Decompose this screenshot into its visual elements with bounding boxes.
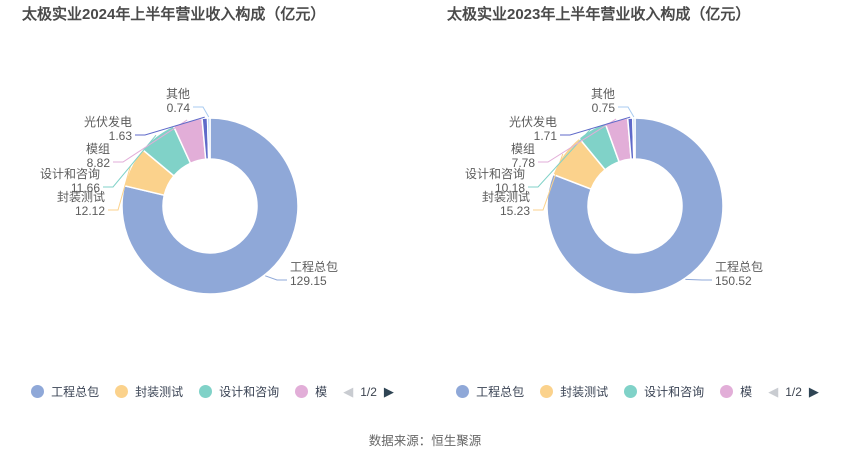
callout-epc: 工程总包 129.15	[290, 260, 339, 288]
callout-label: 模组	[85, 142, 110, 156]
legend-page-indicator: 1/2	[785, 384, 802, 399]
callout-label: 封装测试	[56, 190, 105, 204]
legend-pager: ◀ 1/2 ▶	[768, 385, 819, 399]
callout-value: 10.18	[494, 180, 525, 195]
legend-page-indicator: 1/2	[360, 384, 377, 399]
legend-item-epc[interactable]: 工程总包	[456, 383, 524, 400]
callout-value: 11.66	[70, 180, 100, 195]
legend-swatch-epc	[456, 385, 470, 398]
legend-item-packaging-testing[interactable]: 封装测试	[115, 383, 183, 400]
legend-item-design-consulting[interactable]: 设计和咨询	[199, 383, 279, 400]
legend-item-module[interactable]: 模	[720, 383, 752, 400]
chart-panel-2024-h1: 太极实业2024年上半年营业收入构成（亿元） 其他 0.74 光伏发电 1.63…	[0, 0, 425, 420]
legend-swatch-design-consulting	[199, 385, 213, 398]
callout-packaging-testing: 封装测试 15.23	[481, 190, 530, 218]
callout-value: 15.23	[499, 203, 530, 218]
label-line-4	[560, 116, 631, 136]
callout-value: 8.82	[86, 155, 110, 170]
callout-value: 7.78	[511, 155, 535, 170]
legend-item-module[interactable]: 模	[295, 383, 327, 400]
callout-epc: 工程总包 150.52	[715, 260, 764, 288]
callout-value: 129.15	[290, 273, 327, 288]
chart-title-2024: 太极实业2024年上半年营业收入构成（亿元）	[22, 6, 326, 23]
pie-slice-0[interactable]	[121, 117, 299, 295]
chart-panel-2023-h1: 太极实业2023年上半年营业收入构成（亿元） 其他 0.75 光伏发电 1.71…	[425, 0, 850, 420]
callout-packaging-testing: 封装测试 12.12	[56, 190, 105, 218]
pie-slice-5[interactable]	[206, 117, 211, 160]
callout-module: 模组 8.82	[85, 142, 110, 170]
legend-swatch-epc	[31, 385, 45, 398]
chart-title-2023: 太极实业2023年上半年营业收入构成（亿元）	[447, 6, 751, 23]
callout-value: 12.12	[74, 203, 105, 218]
callout-other: 其他 0.74	[165, 87, 190, 115]
label-line-2	[528, 128, 592, 188]
legend-item-packaging-testing[interactable]: 封装测试	[540, 383, 608, 400]
legend-prev-button[interactable]: ◀	[343, 384, 354, 399]
callout-design-consulting: 设计和咨询 11.66	[39, 167, 100, 195]
legend-item-design-consulting[interactable]: 设计和咨询	[624, 383, 704, 400]
label-line-0	[685, 278, 712, 281]
legend-next-button[interactable]: ▶	[808, 384, 819, 399]
callout-label: 光伏发电	[508, 115, 557, 129]
label-line-5	[618, 106, 635, 118]
pie-slice-0[interactable]	[546, 117, 724, 295]
callout-label: 工程总包	[715, 260, 764, 274]
callout-value: 1.71	[533, 128, 557, 143]
legend-item-epc[interactable]: 工程总包	[31, 383, 99, 400]
callout-label: 封装测试	[481, 190, 530, 204]
callout-value: 0.75	[591, 100, 615, 115]
label-line-4	[135, 116, 205, 136]
label-line-2	[103, 134, 157, 188]
label-line-1	[533, 153, 564, 211]
callout-label: 设计和咨询	[39, 167, 100, 181]
callout-value: 0.74	[166, 100, 190, 115]
callout-label: 其他	[165, 87, 190, 101]
callout-label: 模组	[510, 142, 535, 156]
label-line-5	[193, 106, 210, 118]
callout-other: 其他 0.75	[590, 87, 615, 115]
donut-chart-2023	[528, 106, 724, 295]
legend-swatch-module	[295, 385, 309, 398]
callout-pv-power: 光伏发电 1.63	[83, 115, 132, 143]
legend-prev-button[interactable]: ◀	[768, 384, 779, 399]
callout-value: 1.63	[108, 128, 132, 143]
callout-value: 150.52	[715, 273, 752, 288]
label-line-1	[108, 166, 131, 211]
legend-swatch-module	[720, 385, 734, 398]
callout-label: 其他	[590, 87, 615, 101]
callout-label: 工程总包	[290, 260, 339, 274]
legend-next-button[interactable]: ▶	[383, 384, 394, 399]
label-line-3	[113, 119, 188, 163]
legend-swatch-packaging-testing	[115, 385, 129, 398]
callout-pv-power: 光伏发电 1.71	[508, 115, 557, 143]
callout-label: 光伏发电	[83, 115, 132, 129]
label-line-0	[265, 275, 287, 281]
legend-swatch-packaging-testing	[540, 385, 554, 398]
legend-2023: 工程总包 封装测试 设计和咨询 模 ◀ 1/2 ▶	[425, 383, 850, 400]
callout-label: 设计和咨询	[464, 167, 525, 181]
legend-2024: 工程总包 封装测试 设计和咨询 模 ◀ 1/2 ▶	[0, 383, 425, 400]
legend-swatch-design-consulting	[624, 385, 638, 398]
callout-design-consulting: 设计和咨询 10.18	[464, 167, 525, 195]
callout-module: 模组 7.78	[510, 142, 535, 170]
legend-pager: ◀ 1/2 ▶	[343, 385, 394, 399]
pie-slice-5[interactable]	[632, 117, 636, 160]
donut-chart-2024	[103, 106, 299, 295]
data-source-note: 数据来源：恒生聚源	[368, 434, 482, 448]
label-line-3	[538, 118, 617, 163]
